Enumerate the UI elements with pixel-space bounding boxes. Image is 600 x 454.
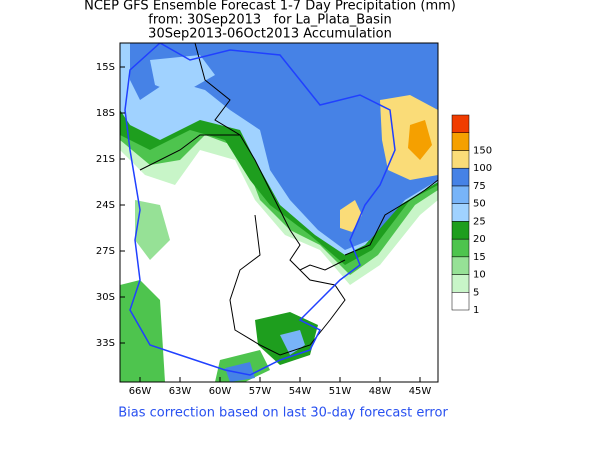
basin-outline: [124, 43, 396, 376]
legend-label: 20: [473, 234, 486, 245]
legend-swatch: [451, 221, 470, 240]
title-line: from: 30Sep2013 for La_Plata_Basin: [148, 13, 392, 28]
lon-label: 51W: [329, 386, 352, 397]
footnote: Bias correction based on last 30-day for…: [118, 406, 448, 421]
legend-label: 10: [473, 270, 486, 281]
lon-label: 48W: [369, 386, 392, 397]
lon-label: 54W: [289, 386, 312, 397]
title-line: NCEP GFS Ensemble Forecast 1-7 Day Preci…: [84, 0, 456, 14]
lat-label: 24S: [96, 200, 115, 211]
lat-label: 15S: [96, 62, 115, 73]
border: [139, 134, 240, 171]
legend-label: 5: [473, 287, 479, 298]
precip-field: [120, 43, 438, 382]
lat-label: 30S: [96, 292, 115, 303]
lon-label: 45W: [409, 386, 432, 397]
legend-swatch: [451, 114, 470, 133]
border: [194, 43, 346, 271]
shade: [135, 200, 170, 260]
legend-swatch: [451, 167, 470, 187]
legend-label: 75: [473, 181, 486, 192]
legend-swatch: [451, 238, 470, 258]
legend-swatch: [451, 185, 470, 204]
legend-label: 100: [473, 163, 492, 174]
lat-label: 21S: [96, 154, 115, 165]
lon-label: 63W: [169, 386, 192, 397]
shade: [225, 362, 255, 382]
lat-label: 33S: [96, 338, 115, 349]
legend-swatch: [451, 132, 470, 151]
lat-label: 27S: [96, 246, 115, 257]
lat-label: 18S: [96, 108, 115, 119]
lon-label: 66W: [129, 386, 152, 397]
legend-swatch: [451, 292, 470, 311]
legend-swatch: [451, 150, 470, 169]
legend-label: 150: [473, 145, 492, 156]
legend-label: 1: [473, 305, 479, 316]
border: [344, 179, 438, 256]
shade: [150, 55, 215, 95]
lon-label: 57W: [249, 386, 272, 397]
legend-label: 50: [473, 199, 486, 210]
legend-label: 15: [473, 252, 486, 263]
lon-label: 60W: [209, 386, 232, 397]
shade: [408, 120, 432, 160]
title-line: 30Sep2013-06Oct2013 Accumulation: [148, 27, 392, 42]
legend-label: 25: [473, 216, 486, 227]
legend-swatch: [451, 274, 470, 293]
map-frame: [119, 42, 439, 383]
legend-swatch: [451, 256, 470, 275]
legend-swatch: [451, 203, 470, 222]
